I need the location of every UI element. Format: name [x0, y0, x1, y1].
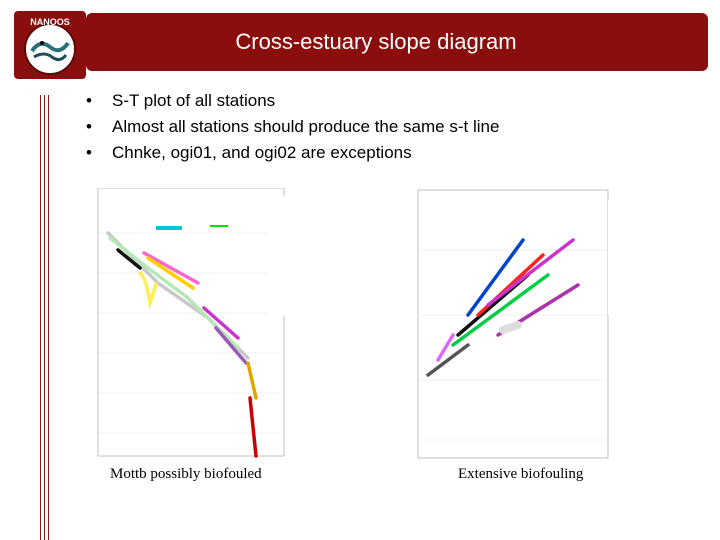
bullet-item: • Chnke, ogi01, and ogi02 are exceptions [86, 140, 499, 166]
nanoos-logo: NANOOS [14, 11, 86, 79]
logo-text: NANOOS [30, 17, 70, 27]
left-border-rule [44, 95, 45, 540]
left-border-rule [48, 95, 49, 540]
caption-right: Extensive biofouling [458, 466, 584, 482]
st-plot-right [398, 165, 638, 460]
st-plot-left [78, 187, 290, 460]
caption-left: Mottb possibly biofouled [110, 466, 262, 482]
return-arrow-icon[interactable] [672, 17, 700, 55]
bullet-dot-icon: • [86, 117, 92, 136]
bullet-item: • Almost all stations should produce the … [86, 114, 499, 140]
bullet-dot-icon: • [86, 91, 92, 110]
title-bar [86, 13, 708, 71]
bullet-list: • S-T plot of all stations • Almost all st… [86, 88, 499, 166]
bullet-item: • S-T plot of all stations [86, 88, 499, 114]
slide-title: Cross-estuary slope diagram [235, 29, 517, 54]
bullet-dot-icon: • [86, 143, 92, 162]
left-border-rule [40, 95, 41, 540]
